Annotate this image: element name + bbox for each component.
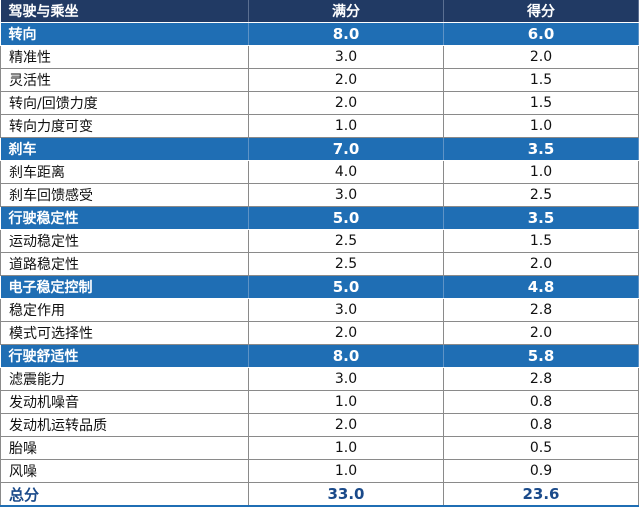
- item-name: 转向力度可变: [0, 114, 249, 138]
- item-score: 1.5: [443, 229, 639, 253]
- item-score: 1.0: [443, 114, 639, 138]
- item-name: 转向/回馈力度: [0, 91, 249, 115]
- item-full: 2.0: [248, 91, 444, 115]
- item-full: 1.0: [248, 114, 444, 138]
- item-score: 0.5: [443, 436, 639, 460]
- item-name: 运动稳定性: [0, 229, 249, 253]
- item-score: 2.0: [443, 321, 639, 345]
- item-full: 4.0: [248, 160, 444, 184]
- table-row: 转向/回馈力度 2.0 1.5: [0, 91, 639, 115]
- section-name: 行驶舒适性: [0, 344, 249, 368]
- section-row-steering: 转向 8.0 6.0: [0, 22, 639, 46]
- item-full: 2.5: [248, 252, 444, 276]
- table-row: 灵活性 2.0 1.5: [0, 68, 639, 92]
- table-row: 转向力度可变 1.0 1.0: [0, 114, 639, 138]
- header-category: 驾驶与乘坐: [0, 0, 249, 23]
- item-name: 风噪: [0, 459, 249, 483]
- header-row: 驾驶与乘坐 满分 得分: [0, 0, 639, 23]
- item-name: 精准性: [0, 45, 249, 69]
- section-full: 8.0: [248, 344, 444, 368]
- item-name: 稳定作用: [0, 298, 249, 322]
- table-body: 转向 8.0 6.0 精准性 3.0 2.0 灵活性 2.0 1.5 转向/回馈…: [0, 22, 639, 507]
- table-row: 精准性 3.0 2.0: [0, 45, 639, 69]
- item-name: 灵活性: [0, 68, 249, 92]
- header-score: 得分: [443, 0, 639, 23]
- item-full: 3.0: [248, 298, 444, 322]
- section-full: 8.0: [248, 22, 444, 46]
- section-score: 4.8: [443, 275, 639, 299]
- item-name: 刹车距离: [0, 160, 249, 184]
- item-full: 1.0: [248, 390, 444, 414]
- section-name: 电子稳定控制: [0, 275, 249, 299]
- table-row: 刹车回馈感受 3.0 2.5: [0, 183, 639, 207]
- item-score: 1.5: [443, 91, 639, 115]
- section-full: 7.0: [248, 137, 444, 161]
- section-score: 3.5: [443, 137, 639, 161]
- total-label: 总分: [0, 482, 249, 507]
- table-row: 道路稳定性 2.5 2.0: [0, 252, 639, 276]
- item-score: 0.9: [443, 459, 639, 483]
- item-name: 滤震能力: [0, 367, 249, 391]
- item-name: 道路稳定性: [0, 252, 249, 276]
- header-full-score: 满分: [248, 0, 444, 23]
- total-score: 23.6: [443, 482, 639, 507]
- item-name: 模式可选择性: [0, 321, 249, 345]
- item-full: 2.5: [248, 229, 444, 253]
- section-row-esc: 电子稳定控制 5.0 4.8: [0, 275, 639, 299]
- item-score: 2.0: [443, 45, 639, 69]
- section-row-ride-comfort: 行驶舒适性 8.0 5.8: [0, 344, 639, 368]
- section-name: 转向: [0, 22, 249, 46]
- item-full: 3.0: [248, 367, 444, 391]
- section-name: 行驶稳定性: [0, 206, 249, 230]
- item-full: 3.0: [248, 45, 444, 69]
- section-name: 刹车: [0, 137, 249, 161]
- score-table: 驾驶与乘坐 满分 得分 转向 8.0 6.0 精准性 3.0 2.0 灵活性 2…: [0, 0, 639, 507]
- section-row-brake: 刹车 7.0 3.5: [0, 137, 639, 161]
- item-score: 2.5: [443, 183, 639, 207]
- total-full: 33.0: [248, 482, 444, 507]
- item-name: 刹车回馈感受: [0, 183, 249, 207]
- item-full: 3.0: [248, 183, 444, 207]
- item-score: 0.8: [443, 390, 639, 414]
- total-row: 总分 33.0 23.6: [0, 482, 639, 507]
- section-full: 5.0: [248, 206, 444, 230]
- item-name: 胎噪: [0, 436, 249, 460]
- item-score: 2.8: [443, 367, 639, 391]
- table-row: 稳定作用 3.0 2.8: [0, 298, 639, 322]
- item-full: 2.0: [248, 68, 444, 92]
- section-row-driving-stability: 行驶稳定性 5.0 3.5: [0, 206, 639, 230]
- table-row: 发动机噪音 1.0 0.8: [0, 390, 639, 414]
- table-row: 运动稳定性 2.5 1.5: [0, 229, 639, 253]
- section-full: 5.0: [248, 275, 444, 299]
- item-score: 1.5: [443, 68, 639, 92]
- table-row: 发动机运转品质 2.0 0.8: [0, 413, 639, 437]
- table-row: 滤震能力 3.0 2.8: [0, 367, 639, 391]
- item-name: 发动机噪音: [0, 390, 249, 414]
- section-score: 6.0: [443, 22, 639, 46]
- table-row: 风噪 1.0 0.9: [0, 459, 639, 483]
- table-row: 刹车距离 4.0 1.0: [0, 160, 639, 184]
- item-score: 2.8: [443, 298, 639, 322]
- section-score: 5.8: [443, 344, 639, 368]
- item-full: 1.0: [248, 459, 444, 483]
- item-score: 0.8: [443, 413, 639, 437]
- item-name: 发动机运转品质: [0, 413, 249, 437]
- item-score: 2.0: [443, 252, 639, 276]
- item-full: 1.0: [248, 436, 444, 460]
- item-full: 2.0: [248, 413, 444, 437]
- item-score: 1.0: [443, 160, 639, 184]
- section-score: 3.5: [443, 206, 639, 230]
- table-row: 胎噪 1.0 0.5: [0, 436, 639, 460]
- item-full: 2.0: [248, 321, 444, 345]
- table-row: 模式可选择性 2.0 2.0: [0, 321, 639, 345]
